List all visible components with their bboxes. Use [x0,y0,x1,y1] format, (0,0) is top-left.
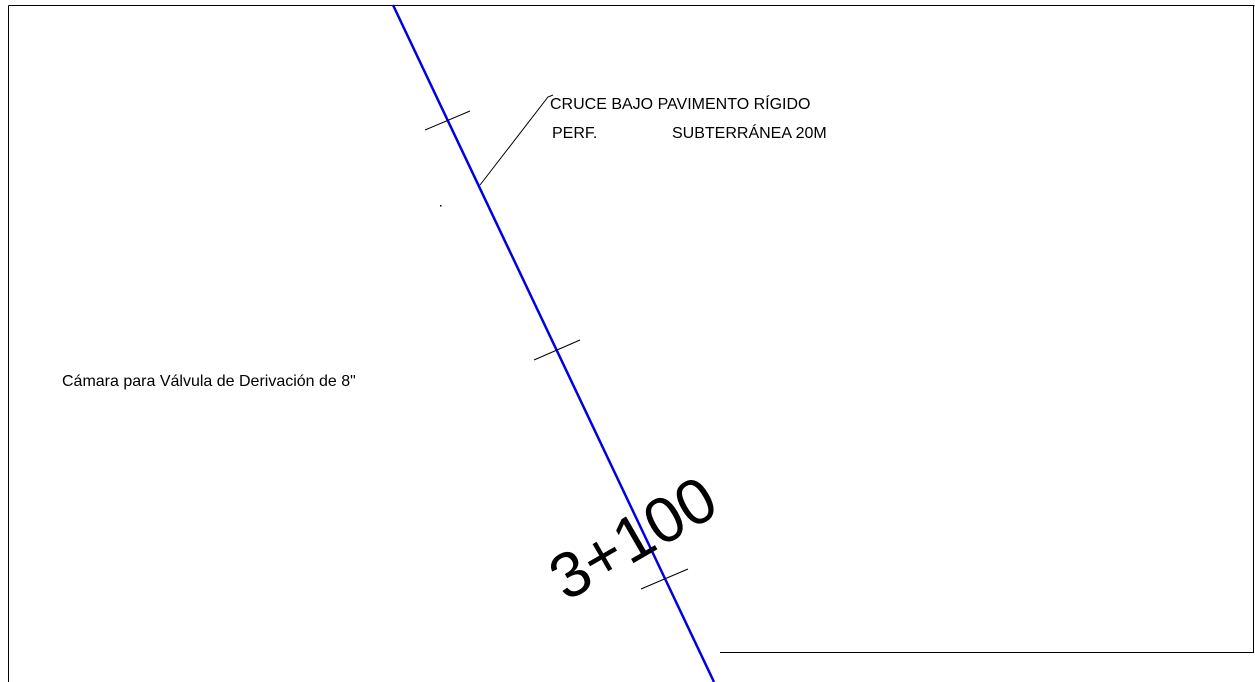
border [8,5,1255,682]
tick [424,110,471,131]
annotation: CRUCE BAJO PAVIMENTO RÍGIDO [550,94,810,113]
tick [533,339,581,361]
annotation: SUBTERRÁNEA 20M [672,123,827,142]
leader [479,94,554,186]
dot [440,205,442,207]
annotation: PERF. [552,125,597,142]
ticks [424,110,689,590]
pipeline [391,4,716,682]
annotation: Cámara para Válvula de Derivación de 8" [62,373,356,390]
tick [640,568,689,590]
